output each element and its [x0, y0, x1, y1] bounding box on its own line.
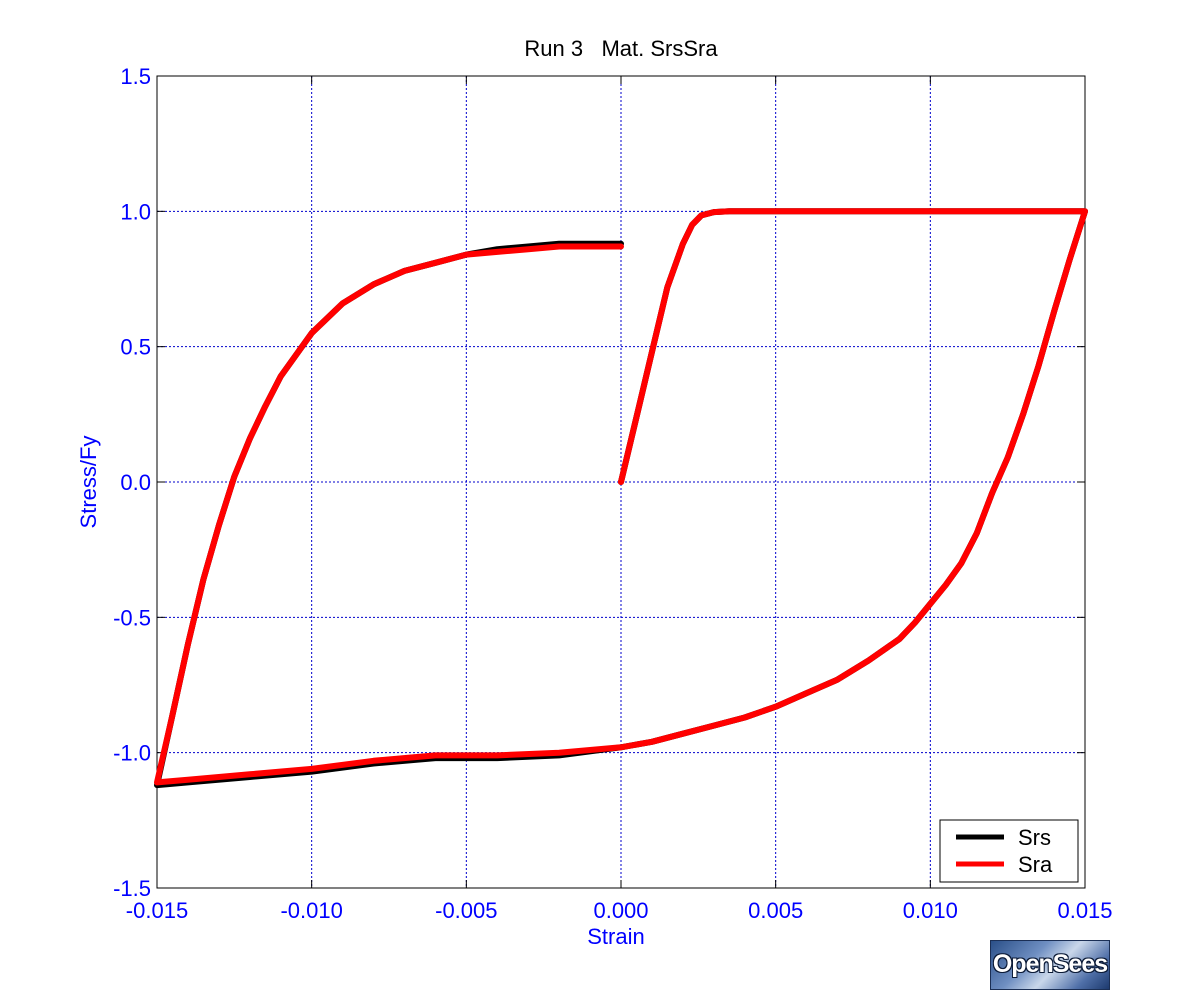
legend-label-sra: Sra: [1018, 852, 1053, 877]
y-tick-label: 1.5: [120, 64, 151, 89]
y-tick-label: -1.0: [113, 741, 151, 766]
logo-text: OpenSees: [992, 950, 1108, 978]
series-line-sra: [154, 208, 1088, 786]
legend-box: [939, 819, 1079, 883]
x-tick-label: -0.010: [280, 898, 342, 923]
y-tick-label: 0.0: [120, 470, 151, 495]
y-tick-label: -0.5: [113, 605, 151, 630]
x-axis-label: Strain: [587, 924, 644, 949]
x-tick-label: 0.010: [903, 898, 958, 923]
y-axis-label: Stress/Fy: [76, 436, 101, 529]
x-tick-label: 0.015: [1057, 898, 1112, 923]
legend-label-srs: Srs: [1018, 825, 1051, 850]
axis-ticks: -0.015 -0.010 -0.005 0.000 0.005 0.010 0.015 1.…: [113, 64, 1112, 923]
x-tick-label: 0.000: [593, 898, 648, 923]
series-layer: [154, 208, 1088, 789]
x-tick-label: -0.015: [126, 898, 188, 923]
x-tick-label: 0.005: [748, 898, 803, 923]
y-tick-label: -1.5: [113, 876, 151, 901]
chart-title: Run 3 Mat. SrsSra: [524, 36, 718, 61]
legend: Srs Sra: [939, 819, 1079, 883]
y-tick-label: 1.0: [120, 199, 151, 224]
y-tick-label: 0.5: [120, 335, 151, 360]
opensees-logo: OpenSees: [990, 940, 1110, 990]
x-tick-label: -0.005: [435, 898, 497, 923]
